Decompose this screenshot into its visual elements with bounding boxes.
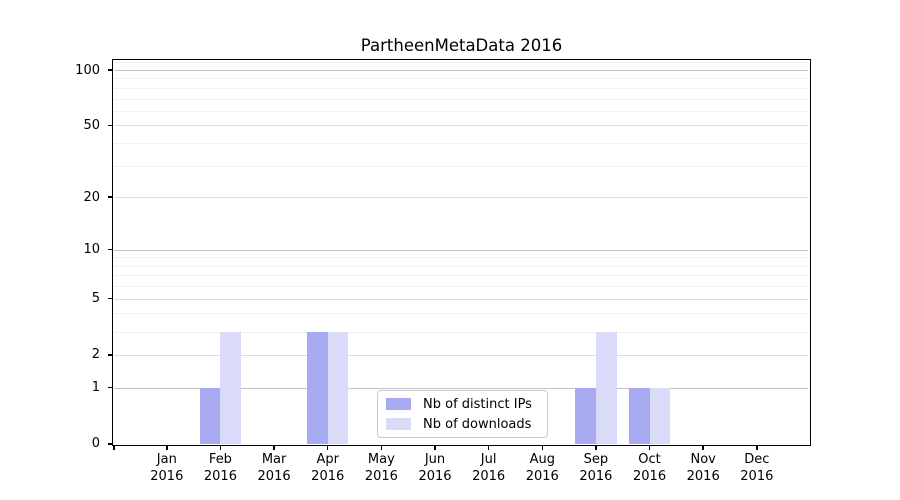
y-axis-tick xyxy=(108,248,113,251)
gridline-minor xyxy=(114,313,808,315)
legend-label-distinct-ips: Nb of distinct IPs xyxy=(423,396,532,412)
x-axis-tick xyxy=(166,445,168,450)
gridline-major xyxy=(114,387,808,389)
plot-area xyxy=(112,59,811,446)
x-axis-tick-label: Aug 2016 xyxy=(525,452,559,484)
y-axis-tick-label: 20 xyxy=(83,189,100,205)
x-axis-tick-label: Oct 2016 xyxy=(633,452,667,484)
x-axis-tick-label: Feb 2016 xyxy=(203,452,237,484)
x-axis-tick-label: Dec 2016 xyxy=(740,452,774,484)
gridline-major xyxy=(114,249,808,251)
legend-swatch-distinct-ips xyxy=(386,398,411,410)
gridline-mid xyxy=(114,298,808,300)
bar-distinct-ips xyxy=(575,387,596,444)
x-axis-tick-label: May 2016 xyxy=(364,452,398,484)
bar-distinct-ips xyxy=(628,387,650,444)
y-axis-tick xyxy=(108,124,113,127)
x-axis-tick xyxy=(380,445,383,450)
y-axis-tick xyxy=(108,69,113,71)
y-axis-tick-label: 0 xyxy=(91,436,100,452)
chart-title: PartheenMetaData 2016 xyxy=(360,36,563,55)
y-axis-tick-label: 2 xyxy=(91,347,100,363)
x-axis-tick xyxy=(434,445,436,450)
gridline-mid xyxy=(114,354,808,356)
y-axis-tick-label: 100 xyxy=(75,62,100,78)
gridline-minor xyxy=(114,78,808,80)
x-axis-tick-label: Jan 2016 xyxy=(150,452,184,484)
gridline-minor xyxy=(114,275,808,277)
y-axis-tick-label: 50 xyxy=(83,117,100,133)
gridline-minor xyxy=(114,98,808,100)
gridline-minor xyxy=(114,62,808,64)
y-axis-tick xyxy=(108,354,113,356)
gridline-minor xyxy=(114,165,808,167)
x-axis-tick xyxy=(541,445,544,450)
bar-downloads xyxy=(649,387,671,444)
y-axis-tick-label: 1 xyxy=(91,380,100,396)
x-axis-tick xyxy=(113,445,115,450)
y-axis-tick-label: 5 xyxy=(91,291,100,307)
x-axis-tick-label: Nov 2016 xyxy=(686,452,720,484)
legend-swatch-downloads xyxy=(386,418,411,430)
y-axis-tick xyxy=(108,196,113,198)
bar-downloads xyxy=(595,331,617,444)
x-axis-tick xyxy=(648,445,651,450)
y-axis-tick xyxy=(108,386,113,389)
gridline-minor xyxy=(114,257,808,259)
bar-distinct-ips xyxy=(199,387,221,444)
y-axis-tick xyxy=(108,443,113,445)
gridline-mid xyxy=(114,125,808,127)
x-axis-tick xyxy=(487,445,490,450)
bar-distinct-ips xyxy=(307,331,328,444)
x-axis-tick xyxy=(702,445,704,450)
gridline-minor xyxy=(114,265,808,267)
legend-entry-downloads: Nb of downloads xyxy=(386,417,539,432)
y-axis-tick-label: 10 xyxy=(83,242,100,258)
legend: Nb of distinct IPs Nb of downloads xyxy=(377,390,548,438)
gridline-minor xyxy=(114,331,808,333)
x-axis-tick-label: Apr 2016 xyxy=(311,452,345,484)
x-axis-tick xyxy=(595,445,597,450)
x-axis-tick-label: Sep 2016 xyxy=(579,452,613,484)
x-axis-tick-label: Jul 2016 xyxy=(472,452,506,484)
x-axis-tick xyxy=(756,445,758,450)
legend-entry-distinct-ips: Nb of distinct IPs xyxy=(386,397,539,412)
x-axis-tick xyxy=(326,445,329,450)
bar-downloads xyxy=(327,331,349,444)
x-axis-tick xyxy=(273,445,275,450)
x-axis-tick xyxy=(219,445,222,450)
gridline-minor xyxy=(114,286,808,288)
gridline-minor xyxy=(114,110,808,112)
y-axis-tick xyxy=(108,297,113,300)
gridline-mid xyxy=(114,197,808,199)
gridline-minor xyxy=(114,143,808,145)
x-axis-tick-label: Mar 2016 xyxy=(257,452,291,484)
gridline-minor xyxy=(114,87,808,89)
gridline-major xyxy=(114,70,808,71)
legend-label-downloads: Nb of downloads xyxy=(423,416,532,432)
x-axis-tick-label: Jun 2016 xyxy=(418,452,452,484)
bar-downloads xyxy=(220,331,242,444)
